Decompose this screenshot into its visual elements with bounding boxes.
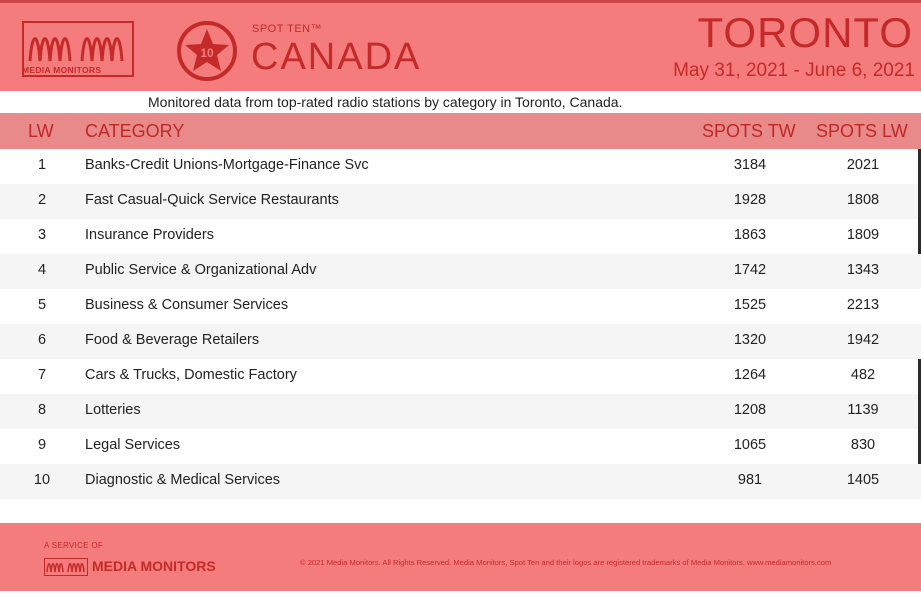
cell-spots-lw: 1942 [846,332,880,348]
column-header-lw: LW [28,121,54,141]
cell-category: Diagnostic & Medical Services [85,472,281,488]
media-monitors-footer-logo [44,558,88,576]
logo-text: MEDIA MONITORS [22,65,102,75]
table-row: 9 Legal Services 1065 830 [0,429,921,464]
cell-spots-lw: 830 [850,437,876,453]
spot-ten-label: SPOT TEN™ [252,23,323,35]
column-header-spots-lw: SPOTS LW [816,121,908,141]
table-row: 7 Cars & Trucks, Domestic Factory 1264 4… [0,359,921,394]
page-footer: A SERVICE OF MEDIA MONITORS © 2021 Media… [0,523,921,591]
cell-spots-tw: 1065 [733,437,767,453]
star-badge-icon: 10 [177,21,237,81]
footer-brand: MEDIA MONITORS [92,558,216,574]
cell-lw: 8 [37,402,47,418]
table-body: 1 Banks-Credit Unions-Mortgage-Finance S… [0,149,921,499]
row-edge [918,359,921,394]
bottom-border [0,591,921,597]
copyright-text: © 2021 Media Monitors. All Rights Reserv… [300,558,832,567]
subtitle: Monitored data from top-rated radio stat… [148,94,623,110]
cell-spots-lw: 2213 [846,297,880,313]
table-row: 10 Diagnostic & Medical Services 981 140… [0,464,921,499]
country-title: CANADA [251,36,422,78]
top-border [0,0,921,3]
cell-category: Cars & Trucks, Domestic Factory [85,367,297,383]
cell-lw: 5 [37,297,47,313]
page-header: MEDIA MONITORS 10 SPOT TEN™ CANADA TORON… [0,3,921,91]
cell-spots-lw: 2021 [846,157,880,173]
cell-category: Insurance Providers [85,227,214,243]
row-edge [918,394,921,429]
column-header-category: CATEGORY [85,121,185,141]
row-edge [918,184,921,219]
media-monitors-logo [22,21,134,77]
table-row: 8 Lotteries 1208 1139 [0,394,921,429]
subtitle-bar: Monitored data from top-rated radio stat… [0,91,921,113]
table-row: 4 Public Service & Organizational Adv 17… [0,254,921,289]
cell-lw: 9 [37,437,47,453]
column-header-spots-tw: SPOTS TW [702,121,796,141]
row-edge [918,429,921,464]
cell-spots-tw: 1320 [733,332,767,348]
table-row: 3 Insurance Providers 1863 1809 [0,219,921,254]
cell-spots-tw: 981 [737,472,763,488]
cell-category: Banks-Credit Unions-Mortgage-Finance Svc [85,157,369,173]
cell-spots-tw: 1208 [733,402,767,418]
cell-lw: 7 [37,367,47,383]
table-row: 5 Business & Consumer Services 1525 2213 [0,289,921,324]
cell-lw: 4 [37,262,47,278]
cell-spots-lw: 1405 [846,472,880,488]
table-row: 2 Fast Casual-Quick Service Restaurants … [0,184,921,219]
cell-lw: 1 [37,157,47,173]
cell-spots-lw: 482 [850,367,876,383]
cell-spots-lw: 1808 [846,192,880,208]
table-row: 6 Food & Beverage Retailers 1320 1942 [0,324,921,359]
table-row: 1 Banks-Credit Unions-Mortgage-Finance S… [0,149,921,184]
cell-category: Public Service & Organizational Adv [85,262,317,278]
date-range: May 31, 2021 - June 6, 2021 [673,60,915,81]
cell-lw: 3 [37,227,47,243]
cell-lw: 6 [37,332,47,348]
cell-spots-tw: 1742 [733,262,767,278]
cell-spots-lw: 1139 [847,402,879,418]
cell-spots-tw: 1863 [733,227,767,243]
cell-spots-tw: 1264 [733,367,767,383]
cell-lw: 10 [33,472,51,488]
table-header: LW CATEGORY SPOTS TW SPOTS LW [0,113,921,149]
cell-category: Legal Services [85,437,181,453]
cell-lw: 2 [37,192,47,208]
cell-spots-lw: 1809 [846,227,880,243]
badge-number: 10 [200,46,214,60]
cell-spots-tw: 1525 [733,297,767,313]
cell-category: Fast Casual-Quick Service Restaurants [85,192,339,208]
service-of-label: A SERVICE OF [44,541,104,550]
city-title: TORONTO [697,9,913,56]
cell-category: Business & Consumer Services [85,297,289,313]
row-edge [918,149,921,184]
cell-spots-tw: 1928 [733,192,767,208]
cell-category: Food & Beverage Retailers [85,332,260,348]
cell-spots-lw: 1343 [846,262,880,278]
row-edge [918,219,921,254]
cell-category: Lotteries [85,402,141,418]
cell-spots-tw: 3184 [733,157,767,173]
